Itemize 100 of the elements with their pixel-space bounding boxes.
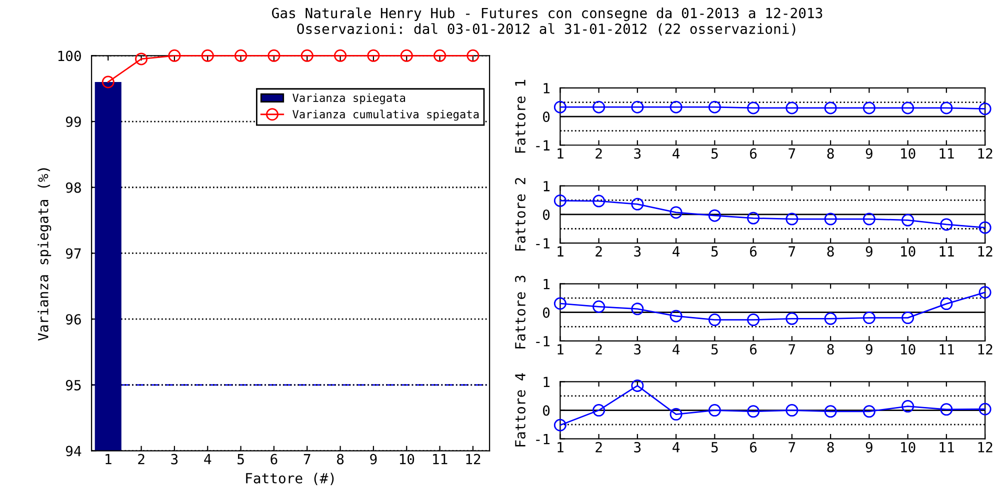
- x-tick-label: 9: [866, 148, 872, 159]
- point: [824, 405, 837, 418]
- y-tick-label: 0: [543, 307, 550, 318]
- y-tick-label: 100: [58, 50, 81, 62]
- x-tick-label: 5: [711, 442, 718, 452]
- point: [631, 379, 644, 392]
- point: [434, 49, 446, 62]
- point: [786, 212, 798, 226]
- x-tick-label: 6: [750, 246, 757, 257]
- x-tick-label: 3: [634, 344, 641, 355]
- y-tick-label: -1: [536, 238, 550, 248]
- y-axis-title: Fattore 4: [515, 373, 526, 446]
- point: [708, 314, 721, 326]
- x-tick-label: 5: [711, 148, 718, 159]
- point: [786, 312, 798, 325]
- x-tick-label: 4: [672, 442, 680, 452]
- x-tick-label: 12: [978, 246, 992, 256]
- point: [824, 212, 837, 226]
- point: [747, 405, 760, 418]
- x-tick-label: 3: [171, 454, 178, 464]
- point: [862, 312, 876, 324]
- x-tick-label: 5: [238, 454, 244, 464]
- x-tick-label: 7: [788, 246, 796, 256]
- x-tick-label: 4: [672, 246, 680, 256]
- x-tick-label: 11: [940, 344, 954, 354]
- point: [747, 212, 760, 224]
- y-tick-label: 94: [66, 446, 82, 456]
- x-tick-label: 6: [750, 442, 757, 452]
- y-tick-label: 0: [543, 112, 550, 122]
- x-tick-label: 6: [750, 344, 757, 355]
- y-tick-label: -1: [536, 336, 550, 346]
- x-tick-label: 12: [978, 344, 992, 354]
- x-tick-label: 10: [901, 148, 916, 159]
- y-tick-label: 97: [66, 248, 81, 259]
- legend-label: Varianza spiegata: [292, 93, 406, 104]
- x-tick-label: 2: [596, 246, 602, 256]
- point: [940, 403, 953, 416]
- point: [902, 312, 914, 324]
- y-axis-title: Fattore 2: [514, 178, 526, 251]
- x-tick-label: 7: [788, 148, 796, 159]
- x-tick-label: 8: [827, 246, 834, 257]
- point: [631, 198, 644, 210]
- x-tick-label: 10: [901, 246, 916, 257]
- point: [940, 218, 953, 231]
- y-axis-title: Fattore 3: [514, 276, 526, 348]
- point: [367, 49, 380, 62]
- text: Gas Naturale Henry Hub - Futures con consegne da 01-2013 a 12-2013: [272, 7, 822, 22]
- point: [400, 49, 413, 62]
- y-tick-label: 1: [544, 376, 550, 388]
- point: [902, 214, 914, 226]
- x-tick-label: 1: [558, 246, 564, 256]
- x-tick-label: 3: [634, 246, 641, 257]
- x-tick-label: 4: [204, 454, 212, 464]
- point: [554, 297, 566, 310]
- point: [670, 310, 682, 322]
- point: [786, 404, 798, 417]
- y-tick-label: 99: [66, 116, 81, 128]
- x-axis-title: Fattore (#): [246, 472, 334, 486]
- x-tick-label: 3: [634, 148, 641, 159]
- point: [902, 400, 914, 413]
- x-tick-label: 8: [336, 454, 344, 464]
- point: [747, 314, 760, 326]
- x-tick-label: 4: [672, 148, 680, 159]
- x-tick-label: 10: [901, 344, 916, 355]
- x-tick-label: 1: [558, 344, 564, 354]
- x-tick-label: 7: [304, 454, 310, 464]
- x-tick-label: 6: [270, 454, 278, 464]
- x-tick-label: 11: [940, 148, 954, 159]
- y-tick-label: 95: [66, 380, 81, 390]
- point: [554, 194, 566, 207]
- point: [135, 52, 148, 66]
- point: [234, 49, 248, 62]
- x-tick-label: 11: [940, 442, 954, 452]
- x-tick-label: 7: [788, 442, 796, 452]
- point: [102, 76, 114, 88]
- point: [824, 312, 837, 325]
- y-tick-label: -1: [536, 140, 550, 150]
- x-tick-label: 12: [466, 454, 480, 464]
- x-tick-label: 8: [827, 148, 834, 159]
- point: [334, 49, 347, 62]
- y-axis-title: Varianza spiegata (%): [38, 168, 52, 341]
- x-tick-label: 1: [106, 454, 112, 464]
- x-tick-label: 11: [940, 246, 954, 256]
- x-tick-label: 2: [596, 442, 602, 452]
- x-tick-label: 10: [400, 454, 414, 464]
- x-tick-label: 12: [978, 148, 992, 159]
- point: [862, 405, 876, 418]
- x-tick-label: 11: [433, 454, 448, 464]
- point: [940, 298, 953, 310]
- x-tick-label: 9: [866, 246, 872, 257]
- y-tick-label: 1: [544, 181, 550, 192]
- point: [300, 49, 314, 62]
- x-tick-label: 8: [827, 344, 834, 355]
- point: [978, 221, 992, 234]
- point: [670, 206, 682, 219]
- x-tick-label: 12: [978, 442, 992, 452]
- point: [978, 286, 992, 299]
- legend-label: Varianza cumulativa spiegata: [292, 110, 479, 121]
- x-tick-label: 9: [866, 442, 872, 452]
- y-tick-label: 1: [544, 278, 550, 290]
